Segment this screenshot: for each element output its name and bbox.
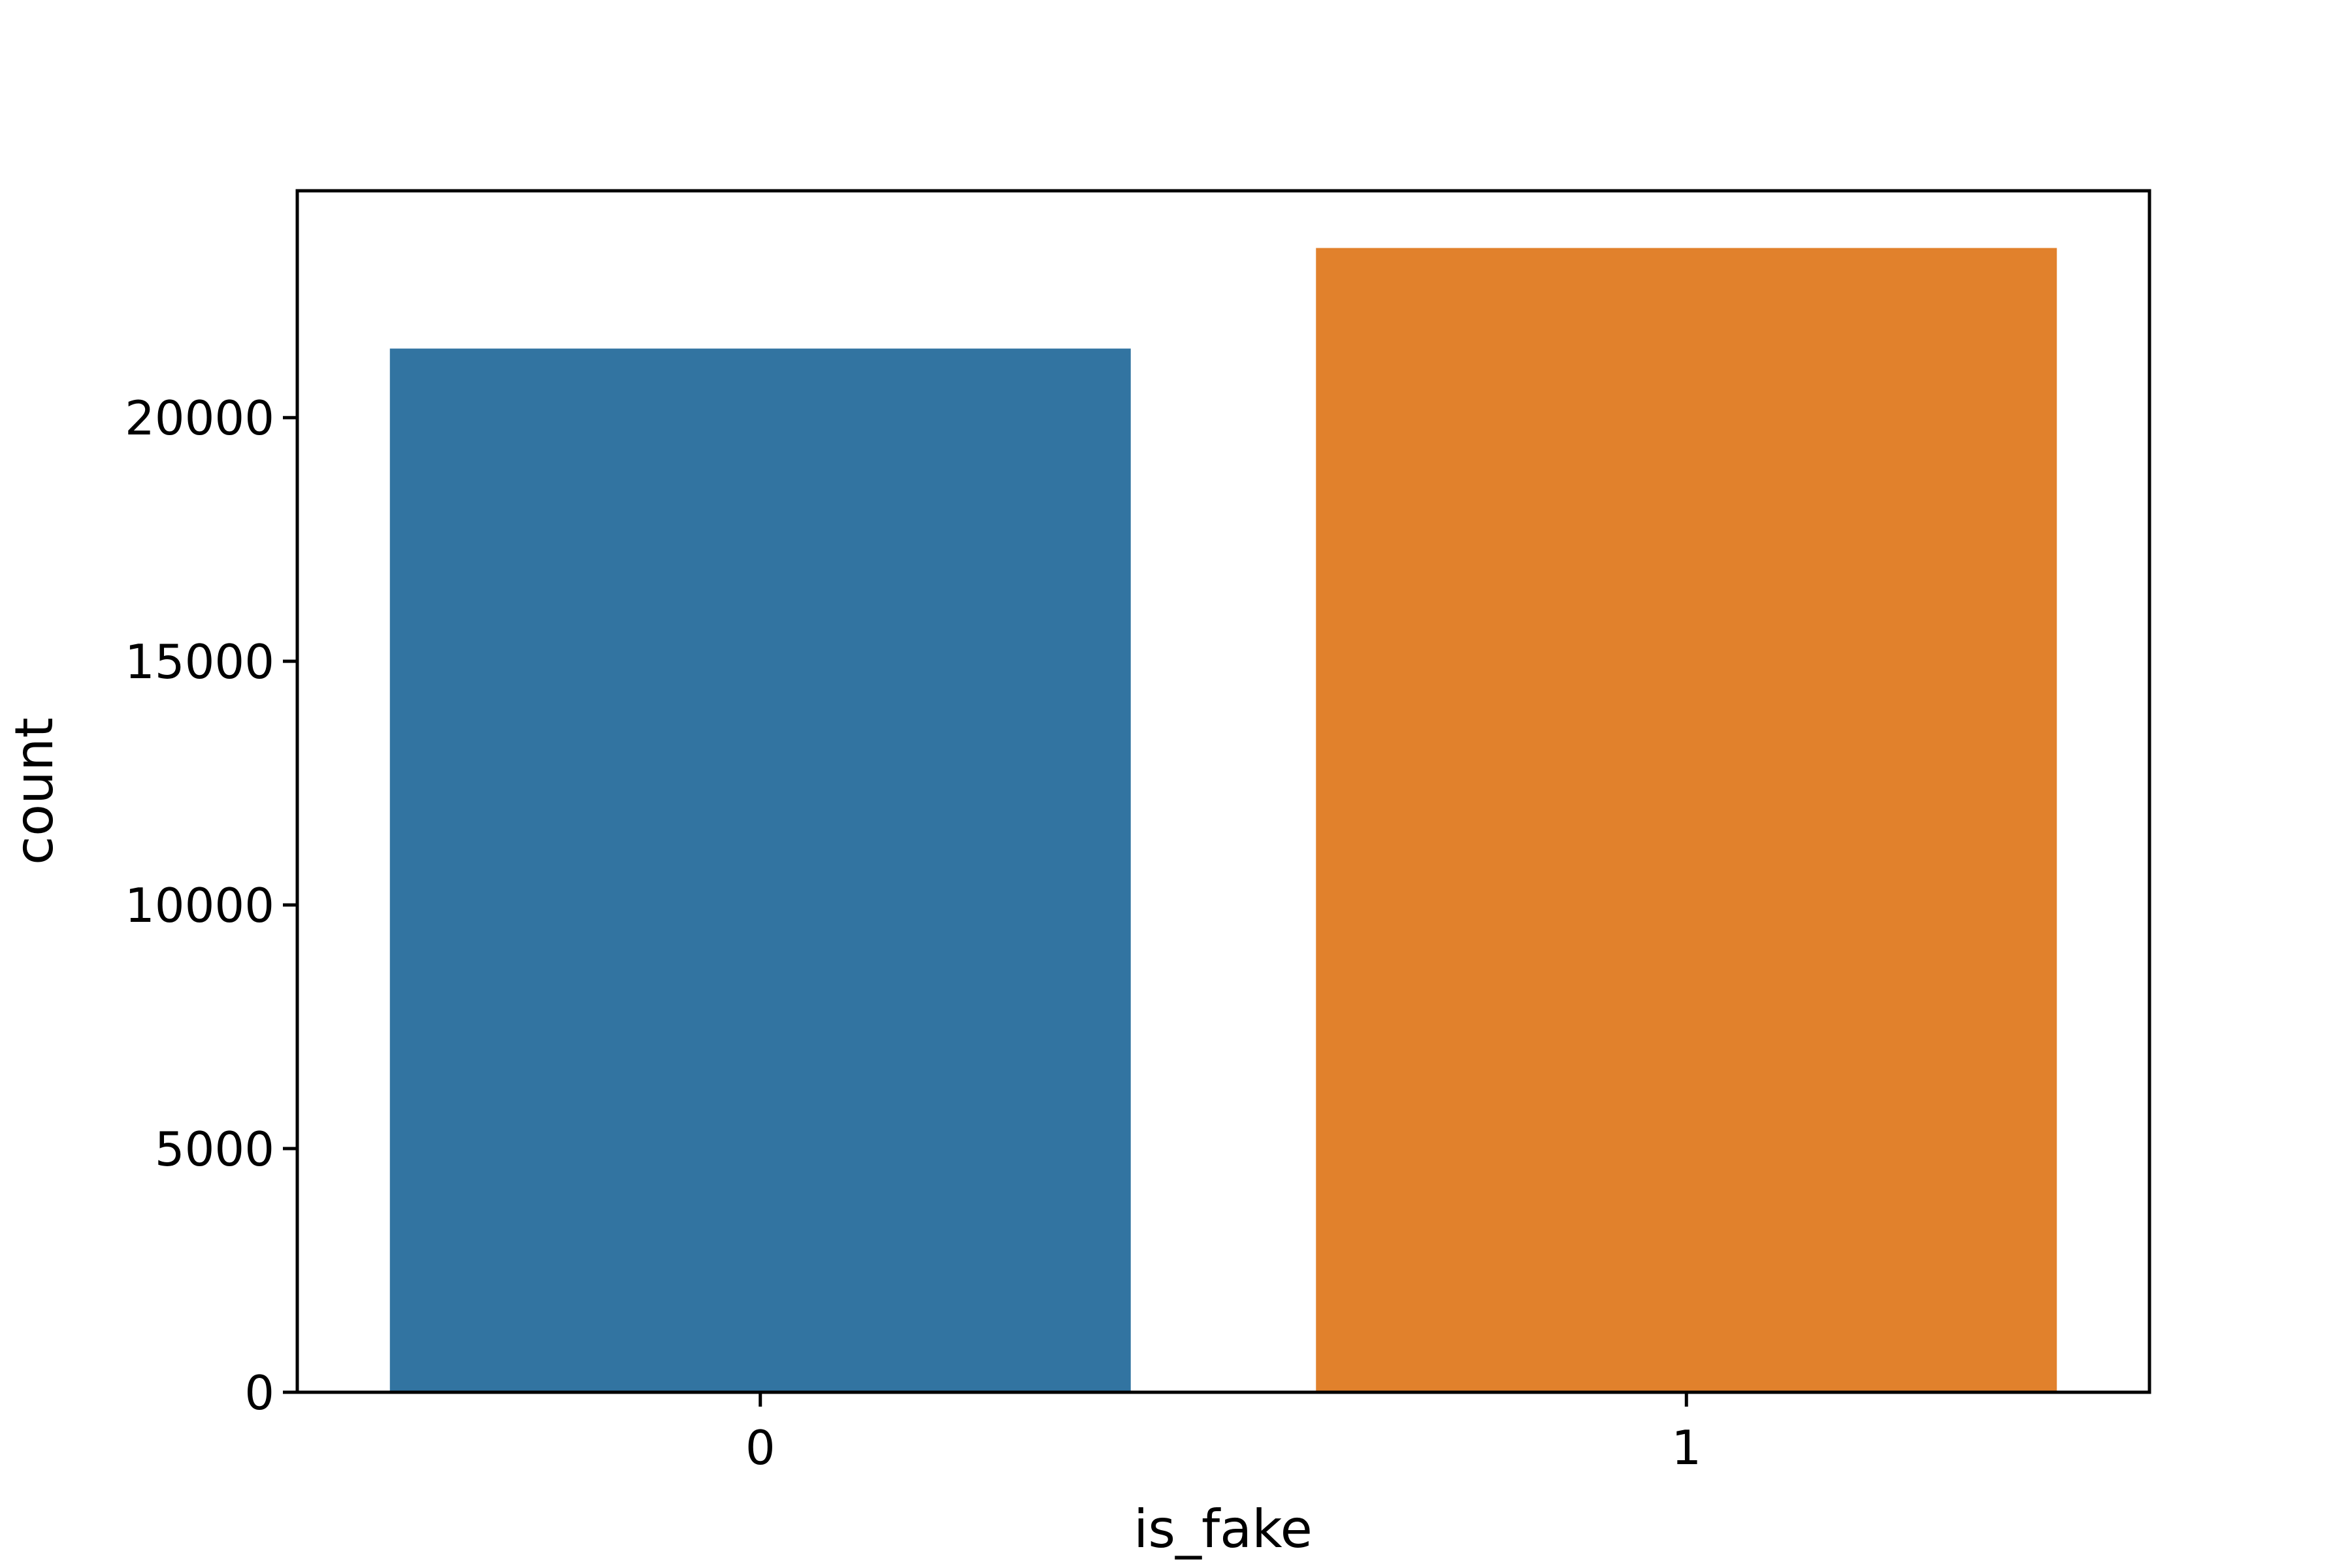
y-tick-label: 10000: [125, 878, 274, 933]
bar-1: [1316, 248, 2057, 1392]
y-axis-ticks: 0 5000 10000 15000 20000: [125, 391, 297, 1420]
y-tick-label: 20000: [125, 391, 274, 446]
plot-frame: [295, 189, 2151, 1394]
x-axis-label: is_fake: [1134, 1499, 1313, 1560]
x-tick-label: 0: [745, 1420, 776, 1475]
y-axis-label: count: [4, 717, 65, 865]
x-tick-label: 1: [1671, 1420, 1701, 1475]
y-tick-label: 5000: [155, 1122, 274, 1177]
bars-group: [389, 248, 2057, 1392]
bar-0: [389, 348, 1131, 1392]
y-tick-label: 15000: [125, 634, 274, 689]
y-tick-label: 0: [244, 1365, 274, 1420]
